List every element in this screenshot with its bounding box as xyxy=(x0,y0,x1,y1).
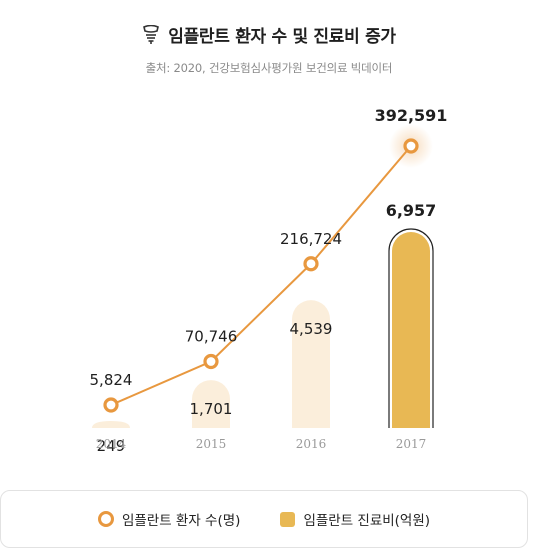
line-label-2016: 216,724 xyxy=(280,230,342,248)
x-tick-2017: 2017 xyxy=(396,437,427,451)
legend-label-patients: 임플란트 환자 수(명) xyxy=(121,513,241,529)
bar-2014 xyxy=(92,420,130,428)
bar-2016 xyxy=(292,300,330,428)
legend-item-cost: 임플란트 진료비(억원) xyxy=(280,509,430,529)
x-tick-2015: 2015 xyxy=(196,437,227,451)
legend-item-patients: 임플란트 환자 수(명) xyxy=(97,509,241,529)
bar-highlight-outline xyxy=(388,228,434,428)
bar-label-2015: 1,701 xyxy=(190,400,233,418)
bar-2017 xyxy=(392,232,430,428)
line-label-2015: 70,746 xyxy=(185,328,238,346)
x-tick-2014: 2014 xyxy=(96,437,127,451)
x-tick-2016: 2016 xyxy=(296,437,327,451)
line-marker-2014 xyxy=(103,397,119,413)
bar-swatch-icon xyxy=(280,511,296,527)
bar-label-2014: 249 xyxy=(97,437,126,455)
combo-chart: 5,824 70,746 216,724 392,591 249 1,701 4,539 6,… xyxy=(90,106,448,455)
chart-subtitle: 출처: 2020, 건강보험심사평가원 보건의료 빅데이터 xyxy=(145,61,393,75)
legend-label-cost: 임플란트 진료비(억원) xyxy=(303,513,431,529)
line-marker-2015 xyxy=(203,353,219,370)
bar-label-2016: 4,539 xyxy=(290,320,333,338)
bar-label-2017: 6,957 xyxy=(386,201,437,220)
line-label-2014: 5,824 xyxy=(90,371,133,389)
chart-title: 임플란트 환자 수 및 진료비 증가 xyxy=(168,27,396,47)
bar-2015 xyxy=(192,380,230,428)
line-label-2017: 392,591 xyxy=(375,106,448,125)
line-marker-2017 xyxy=(403,138,419,154)
line-marker-2016 xyxy=(303,256,319,272)
line-marker-icon xyxy=(97,511,114,527)
dental-implant-icon xyxy=(143,24,160,44)
chart-header: 임플란트 환자 수 및 진료비 증가 xyxy=(0,22,538,47)
patients-line xyxy=(110,145,412,406)
chart-legend: 임플란트 환자 수(명) 임플란트 진료비(억원) xyxy=(0,490,528,548)
